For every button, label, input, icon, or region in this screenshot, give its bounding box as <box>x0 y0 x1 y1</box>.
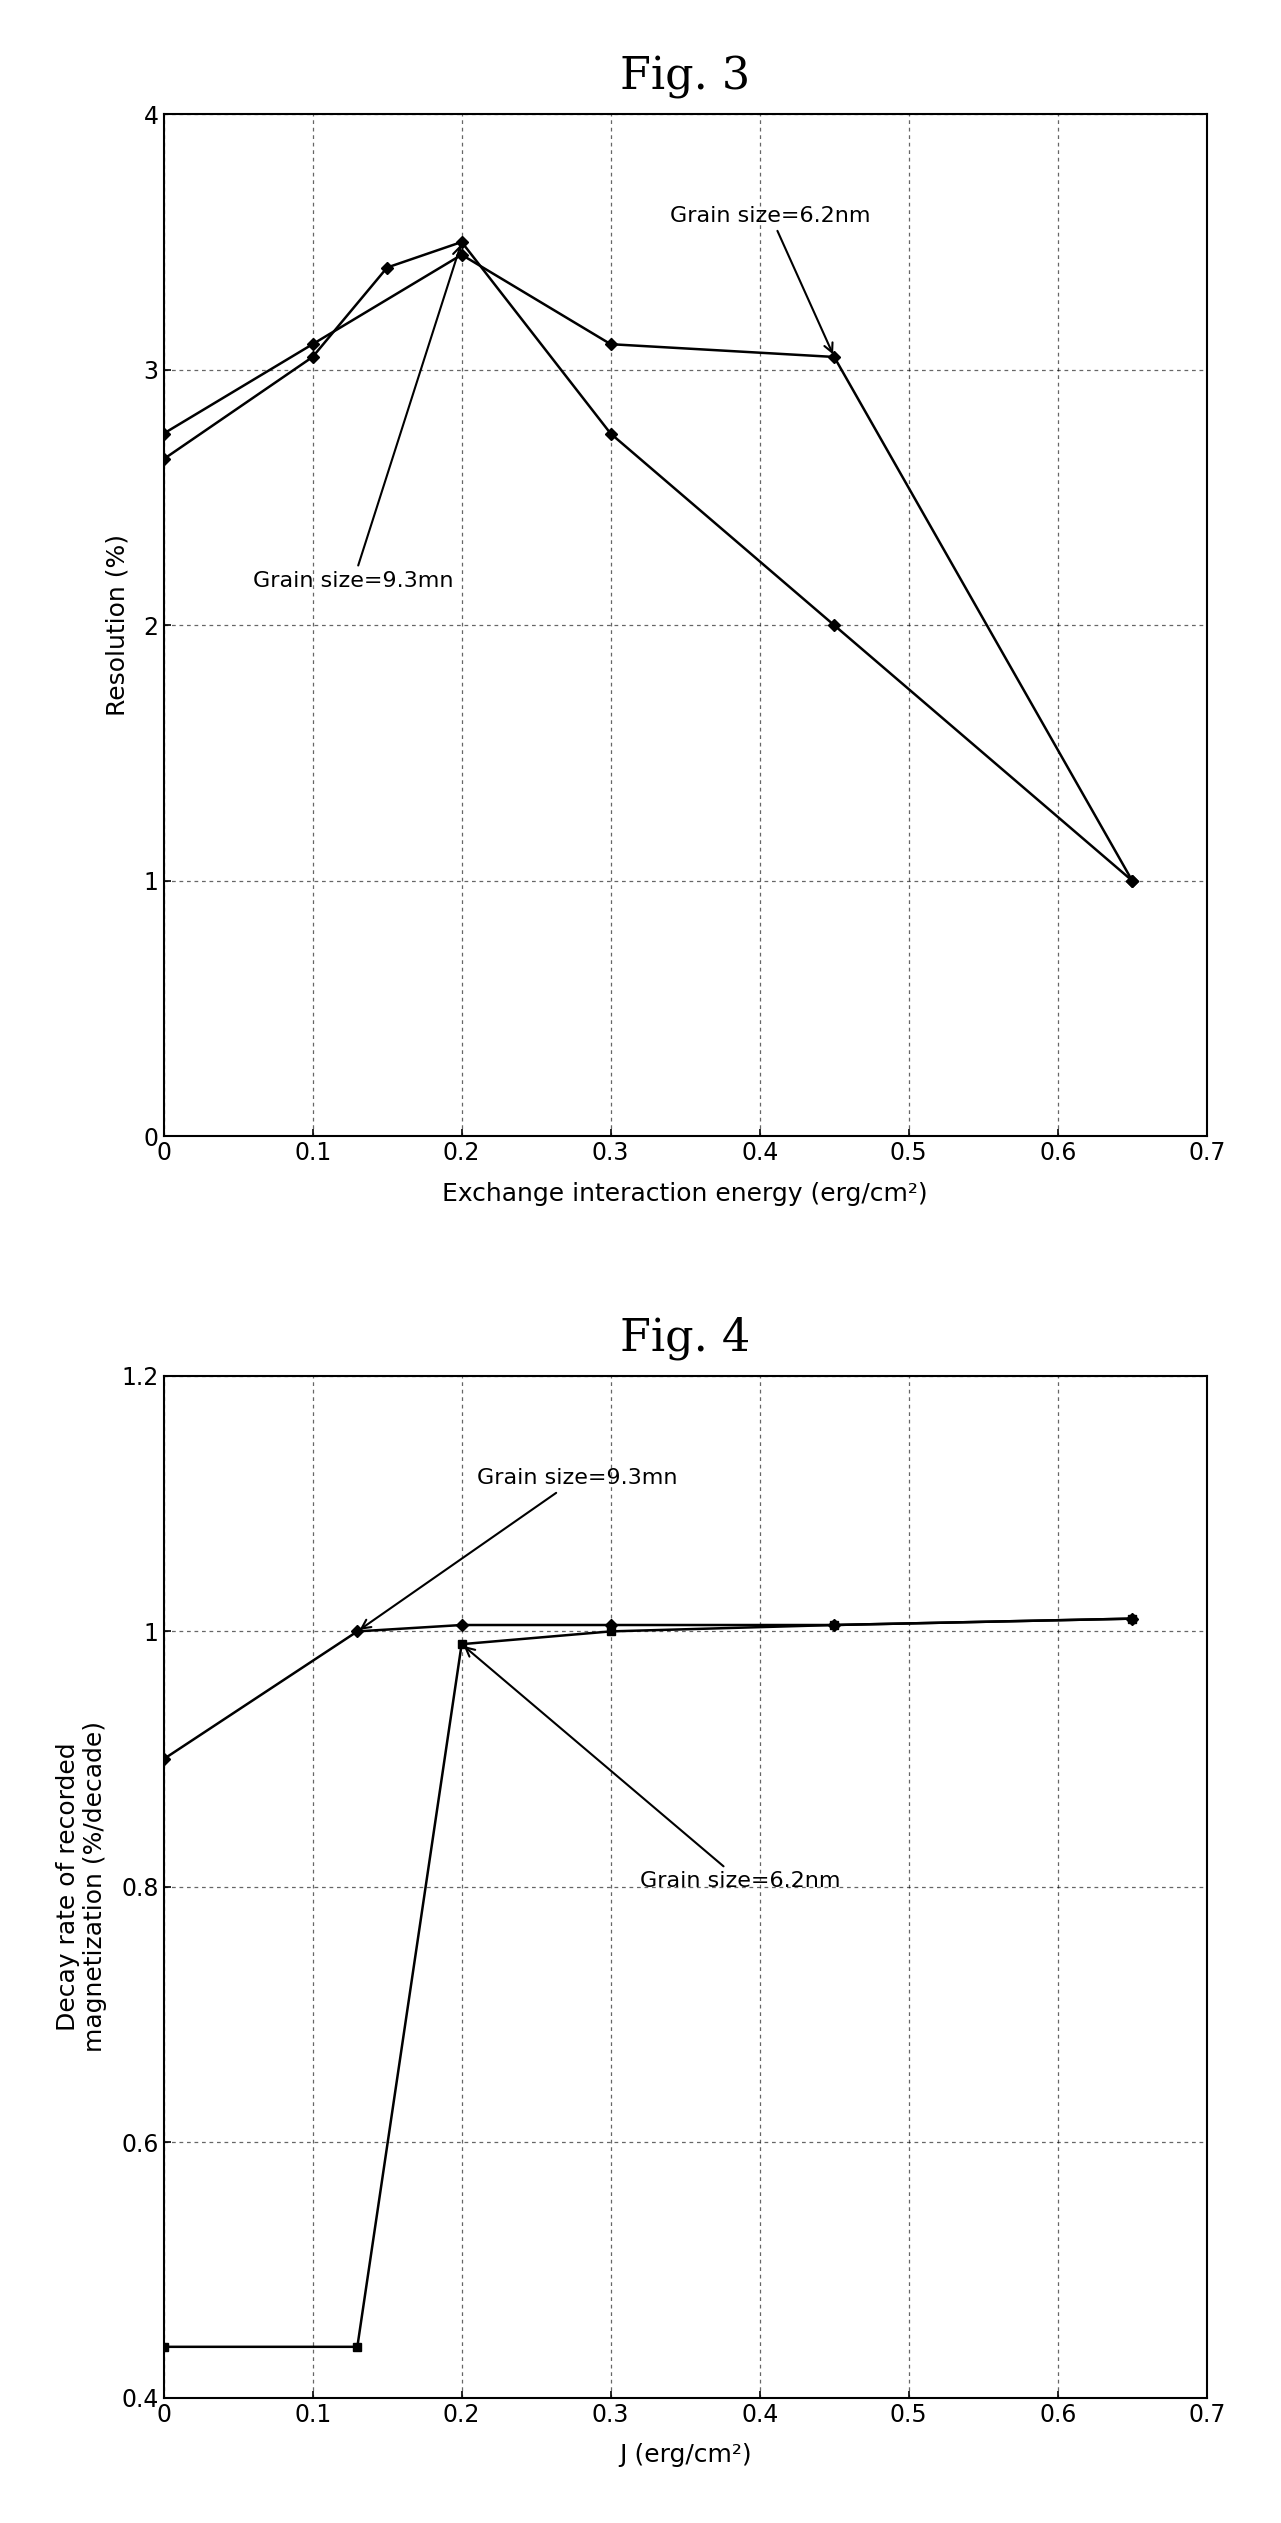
Text: Grain size=9.3mn: Grain size=9.3mn <box>254 247 461 590</box>
X-axis label: Exchange interaction energy (erg/cm²): Exchange interaction energy (erg/cm²) <box>442 1181 927 1206</box>
Text: Grain size=9.3mn: Grain size=9.3mn <box>361 1468 678 1627</box>
Title: Fig. 4: Fig. 4 <box>620 1317 751 1360</box>
Y-axis label: Decay rate of recorded
magnetization (%/decade): Decay rate of recorded magnetization (%/… <box>55 1721 108 2051</box>
Text: Grain size=6.2nm: Grain size=6.2nm <box>670 204 871 353</box>
Y-axis label: Resolution (%): Resolution (%) <box>106 535 129 717</box>
Text: Grain size=6.2nm: Grain size=6.2nm <box>465 1648 840 1890</box>
X-axis label: J (erg/cm²): J (erg/cm²) <box>619 2442 752 2467</box>
Title: Fig. 3: Fig. 3 <box>620 56 751 98</box>
